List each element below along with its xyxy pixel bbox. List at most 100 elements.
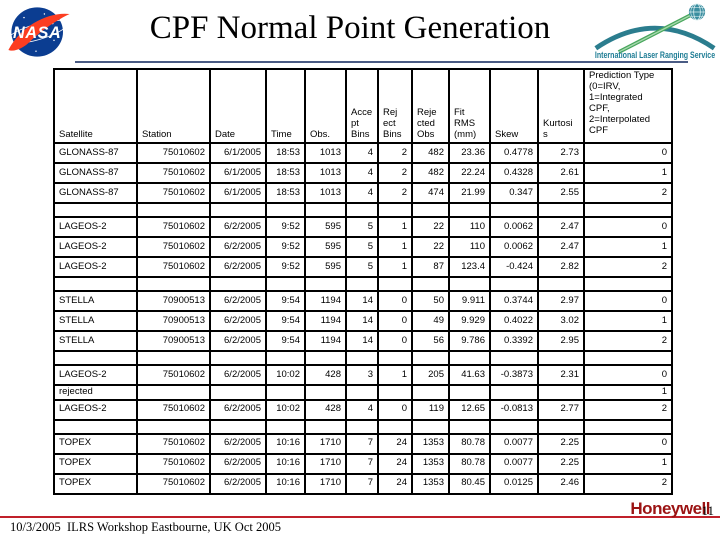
table-cell: 6/2/2005 xyxy=(209,398,267,421)
table-cell: 0 xyxy=(377,290,413,312)
nasa-wordmark: NASA xyxy=(13,24,61,42)
table-cell: 24 xyxy=(377,432,413,455)
table-cell: 2.31 xyxy=(537,364,585,386)
table-cell: TOPEX xyxy=(53,452,138,475)
table-cell: STELLA xyxy=(53,330,138,352)
table-cell: 2 xyxy=(583,398,673,421)
blank-row xyxy=(53,350,673,366)
table-cell xyxy=(345,384,379,401)
column-header: Time xyxy=(265,68,306,144)
table-cell: 18:53 xyxy=(265,142,306,164)
table-cell: 1353 xyxy=(411,452,450,475)
table-cell: 2.95 xyxy=(537,330,585,352)
table-cell: 10:02 xyxy=(265,364,306,386)
table-cell xyxy=(537,202,585,218)
table-header-row: Satellite Station Date Time Obs. Acce pt Bins… xyxy=(53,68,673,144)
table-cell: 75010602 xyxy=(136,452,211,475)
table-cell: 75010602 xyxy=(136,472,211,495)
table-cell xyxy=(265,276,306,292)
table-cell: 9:54 xyxy=(265,290,306,312)
table-cell xyxy=(209,418,267,435)
ilrs-wordmark: International Laser Ranging Service xyxy=(595,50,715,60)
title-underline xyxy=(75,61,688,63)
table-row: GLONASS-87 75010602 6/1/2005 18:53 1013 4 2 482… xyxy=(53,142,673,164)
table-cell xyxy=(209,202,267,218)
table-cell: 6/2/2005 xyxy=(209,256,267,278)
table-cell: 80.45 xyxy=(448,472,491,495)
honeywell-logo: Honeywell xyxy=(630,499,710,518)
table-cell xyxy=(377,384,413,401)
table-cell: 2.46 xyxy=(537,472,585,495)
table-cell xyxy=(209,276,267,292)
table-cell xyxy=(265,418,306,435)
table-cell xyxy=(537,276,585,292)
table-cell xyxy=(377,350,413,366)
table-cell: 1194 xyxy=(304,310,347,332)
table-cell xyxy=(53,276,138,292)
table-cell: 9:52 xyxy=(265,256,306,278)
nasa-logo-icon: NASA xyxy=(6,4,72,65)
table-cell xyxy=(345,202,379,218)
table-cell: 75010602 xyxy=(136,432,211,455)
table-cell xyxy=(304,350,347,366)
table-cell: 9:54 xyxy=(265,310,306,332)
table-cell: 3.02 xyxy=(537,310,585,332)
table-cell: 595 xyxy=(304,236,347,258)
column-header: Satellite xyxy=(53,68,138,144)
footer-text: 10/3/2005 ILRS Workshop Eastbourne, UK O… xyxy=(10,520,281,534)
table-cell xyxy=(583,276,673,292)
table-cell: 1 xyxy=(583,452,673,475)
table-cell: 6/2/2005 xyxy=(209,472,267,495)
table-cell xyxy=(304,418,347,435)
table-cell: 18:53 xyxy=(265,162,306,184)
table-cell: 0.3744 xyxy=(489,290,539,312)
table-cell xyxy=(209,350,267,366)
table-cell: 1710 xyxy=(304,472,347,495)
table-cell: 0.4328 xyxy=(489,162,539,184)
table-cell: 0 xyxy=(583,364,673,386)
table-cell: 22 xyxy=(411,216,450,238)
table-cell: 75010602 xyxy=(136,398,211,421)
ilrs-logo-icon: International Laser Ranging Service xyxy=(592,2,718,67)
table-cell xyxy=(583,350,673,366)
table-cell: 0.3392 xyxy=(489,330,539,352)
table-cell: 22 xyxy=(411,236,450,258)
table-cell: 80.78 xyxy=(448,432,491,455)
table-cell: 10:02 xyxy=(265,398,306,421)
table-cell xyxy=(265,202,306,218)
table-cell: 1353 xyxy=(411,432,450,455)
table-cell: 70900513 xyxy=(136,310,211,332)
table-cell: 21.99 xyxy=(448,182,491,204)
table-cell: 22.24 xyxy=(448,162,491,184)
table-cell: 14 xyxy=(345,310,379,332)
table-cell: 205 xyxy=(411,364,450,386)
table-cell xyxy=(265,384,306,401)
table-cell xyxy=(136,384,211,401)
column-header: Rej ect Bins xyxy=(377,68,413,144)
page-number: 11 xyxy=(701,503,714,518)
table-cell: 0 xyxy=(583,432,673,455)
page-title: CPF Normal Point Generation xyxy=(149,10,551,46)
table-cell: 80.78 xyxy=(448,452,491,475)
table-cell: 2.61 xyxy=(537,162,585,184)
table-cell xyxy=(489,418,539,435)
table-row: GLONASS-87 75010602 6/1/2005 18:53 1013 4 2 474… xyxy=(53,182,673,204)
table-cell: 0.4778 xyxy=(489,142,539,164)
table-cell: STELLA xyxy=(53,310,138,332)
table-cell: 110 xyxy=(448,236,491,258)
table-cell: 123.4 xyxy=(448,256,491,278)
table-cell: 1353 xyxy=(411,472,450,495)
table-cell: -0.424 xyxy=(489,256,539,278)
table-cell xyxy=(411,276,450,292)
table-cell: 2.25 xyxy=(537,432,585,455)
table-cell: TOPEX xyxy=(53,432,138,455)
table-cell: 595 xyxy=(304,256,347,278)
table-row: STELLA 70900513 6/2/2005 9:54 1194 14 0 56 9.786… xyxy=(53,330,673,352)
table-cell: 1 xyxy=(377,364,413,386)
table-cell: 1013 xyxy=(304,182,347,204)
table-cell xyxy=(489,202,539,218)
table-cell: 474 xyxy=(411,182,450,204)
table-cell: 1 xyxy=(377,216,413,238)
table-cell xyxy=(136,418,211,435)
table-cell: rejected xyxy=(53,384,138,401)
